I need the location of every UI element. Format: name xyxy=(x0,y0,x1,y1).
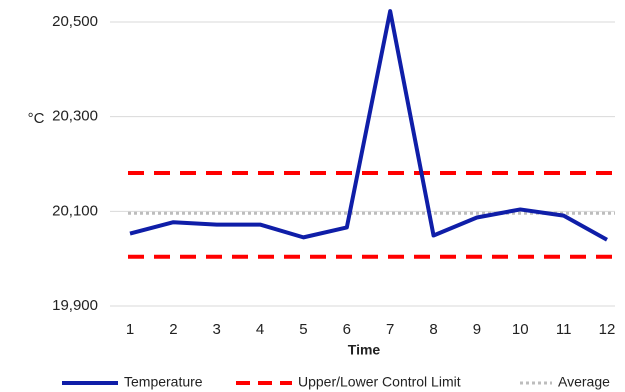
x-axis-label: Time xyxy=(348,342,381,358)
y-tick-label: 20,500 xyxy=(52,13,98,30)
x-tick-label: 1 xyxy=(126,321,134,338)
x-tick-label: 4 xyxy=(256,321,264,338)
y-tick-label: 19,900 xyxy=(52,297,98,314)
legend-label: Average xyxy=(558,374,610,390)
x-tick-label: 8 xyxy=(429,321,437,338)
y-tick-label: 20,300 xyxy=(52,108,98,125)
x-tick-label: 6 xyxy=(343,321,351,338)
x-tick-label: 2 xyxy=(169,321,177,338)
x-tick-label: 7 xyxy=(386,321,394,338)
x-tick-label: 5 xyxy=(299,321,307,338)
legend-label: Temperature xyxy=(124,374,203,390)
x-tick-label: 10 xyxy=(512,321,529,338)
x-tick-label: 9 xyxy=(473,321,481,338)
x-tick-label: 11 xyxy=(556,321,572,338)
legend-label: Upper/Lower Control Limit xyxy=(298,374,461,390)
x-tick-label: 3 xyxy=(213,321,221,338)
line-series xyxy=(129,9,608,242)
y-axis-label: °C xyxy=(28,110,45,127)
y-tick-label: 20,100 xyxy=(52,202,98,219)
x-tick-label: 12 xyxy=(599,321,616,338)
